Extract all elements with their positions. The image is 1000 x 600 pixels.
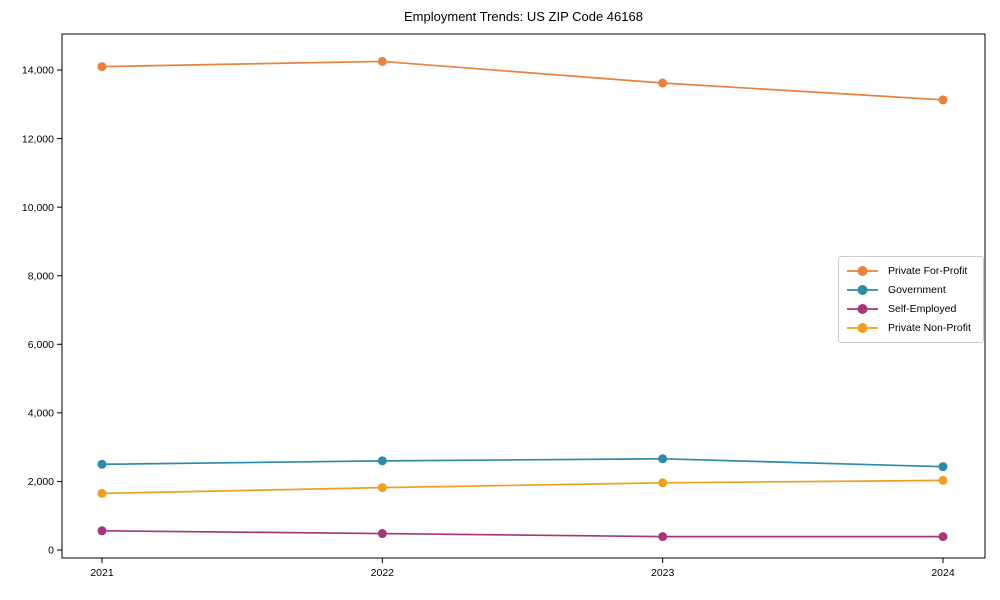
legend-label: Private For-Profit — [888, 265, 968, 278]
legend-item: Government — [846, 281, 976, 300]
data-point-marker — [938, 532, 948, 542]
y-axis-tick-label: 10,000 — [22, 202, 54, 214]
y-axis-tick-label: 4,000 — [28, 408, 54, 420]
series-line — [101, 479, 944, 495]
series-line — [101, 529, 943, 538]
data-point-marker — [377, 483, 387, 493]
x-axis-tick-label: 2024 — [931, 567, 955, 579]
plot-frame — [61, 33, 986, 559]
legend-label: Government — [888, 284, 946, 297]
x-axis-tick-label: 2021 — [90, 567, 114, 579]
data-point-marker — [938, 462, 948, 472]
x-axis-tick-label: 2023 — [651, 567, 675, 579]
chart-legend: Private For-Profit Government Self-Employe… — [838, 256, 984, 343]
data-point-marker — [658, 454, 668, 464]
data-point-marker — [97, 526, 107, 536]
legend-label: Self-Employed — [888, 302, 957, 315]
y-axis-tick-label: 6,000 — [28, 339, 54, 351]
legend-label: Private Non-Profit — [888, 321, 971, 334]
y-axis-tick-label: 2,000 — [28, 476, 54, 488]
data-point-marker — [658, 478, 668, 488]
legend-line-marker-icon — [847, 266, 878, 277]
series-line — [101, 457, 944, 468]
data-point-marker — [97, 62, 107, 72]
y-axis-tick-label: 8,000 — [28, 270, 54, 282]
legend-item: Self-Employed — [846, 300, 976, 319]
data-point-marker — [377, 456, 387, 466]
data-point-marker — [658, 78, 668, 88]
data-point-marker — [658, 532, 668, 542]
series-line — [101, 60, 944, 101]
data-point-marker — [97, 488, 107, 498]
chart-title: Employment Trends: US ZIP Code 46168 — [404, 9, 643, 24]
data-point-marker — [938, 95, 948, 105]
legend-item: Private Non-Profit — [846, 318, 976, 337]
data-point-marker — [97, 459, 107, 469]
legend-line-marker-icon — [847, 303, 878, 314]
data-point-marker — [938, 475, 948, 485]
legend-item: Private For-Profit — [846, 262, 976, 281]
legend-line-marker-icon — [847, 322, 878, 333]
data-point-marker — [377, 56, 387, 66]
data-point-marker — [377, 529, 387, 539]
y-axis-tick-label: 0 — [48, 545, 54, 557]
y-axis-tick-label: 12,000 — [22, 133, 54, 145]
legend-line-marker-icon — [847, 285, 878, 296]
y-axis-tick-label: 14,000 — [22, 65, 54, 77]
x-axis-tick-label: 2022 — [371, 567, 395, 579]
